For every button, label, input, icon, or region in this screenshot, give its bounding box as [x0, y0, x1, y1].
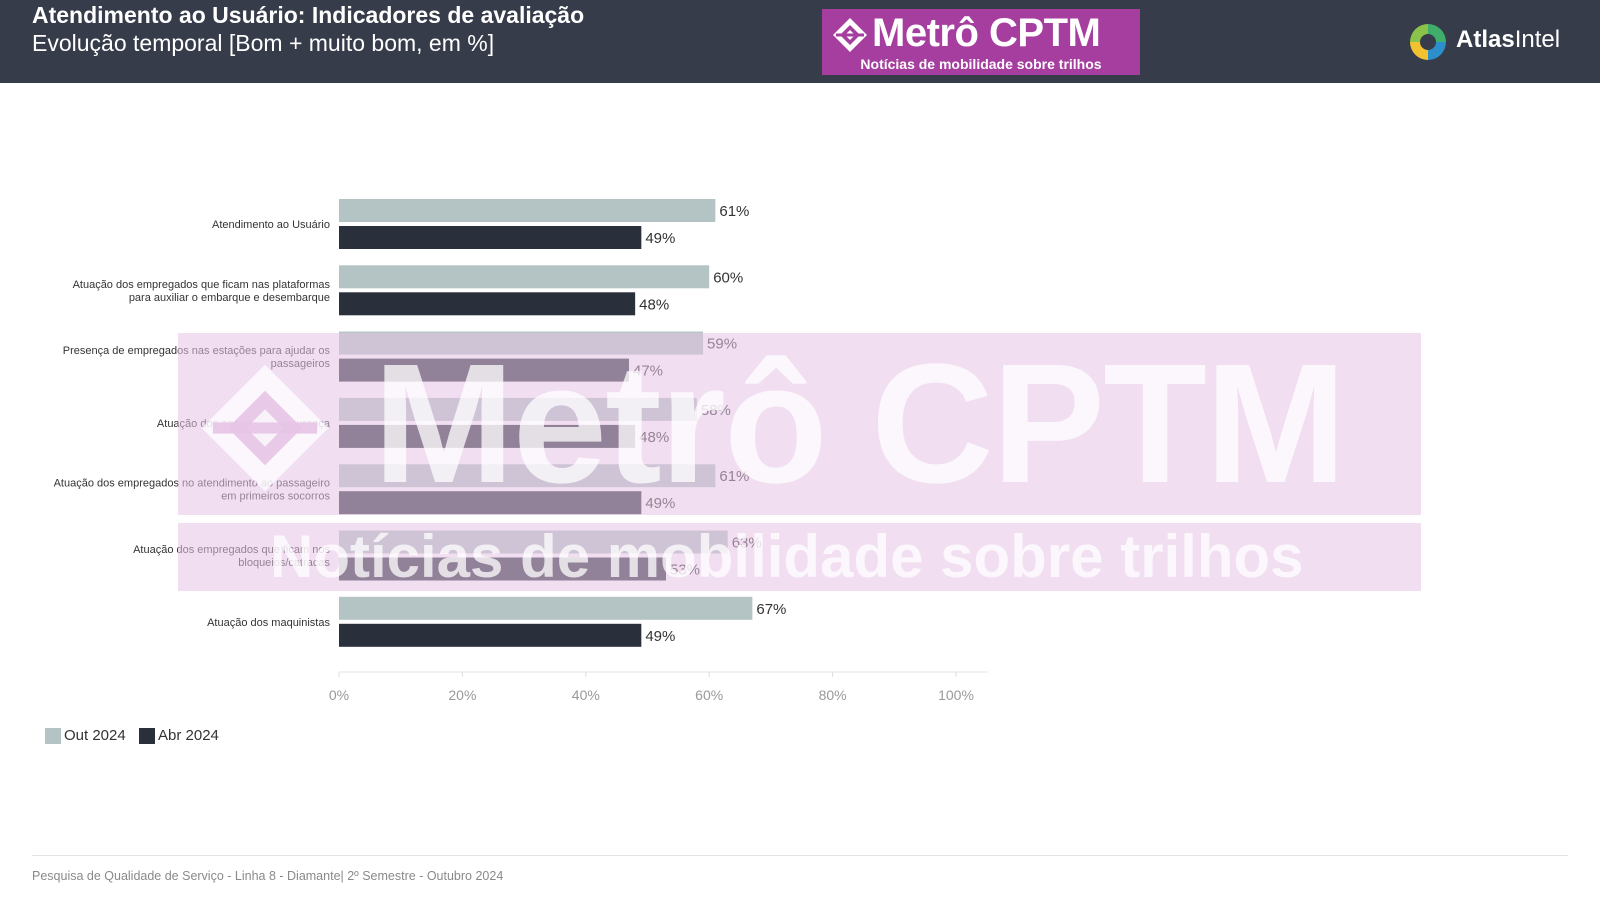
x-tick-label: 0%: [329, 687, 349, 703]
legend-label-abr-2024: Abr 2024: [158, 727, 219, 744]
data-label: 59%: [707, 336, 737, 353]
atlas-wordmark: AtlasIntel: [1456, 26, 1560, 54]
data-label: 60%: [713, 269, 743, 286]
bar-out-2024: [339, 464, 716, 488]
footer-note: Pesquisa de Qualidade de Serviço - Linha…: [32, 869, 504, 883]
data-label: 49%: [645, 628, 675, 645]
x-tick-label: 40%: [572, 687, 600, 703]
legend-swatch-out-2024: [45, 728, 61, 744]
category-label: Atuação dos empregados que ficam nos: [133, 544, 330, 556]
category-label: Atuação dos empregados que ficam nas pla…: [73, 279, 331, 291]
diamond-logo-icon: [833, 18, 867, 52]
atlas-wordmark-bold: Atlas: [1456, 26, 1515, 53]
x-tick-label: 100%: [938, 687, 974, 703]
atlas-wordmark-regular: Intel: [1514, 26, 1561, 53]
footer-divider: [32, 855, 1568, 856]
category-label: Atuação dos agentes de segurança: [157, 418, 331, 430]
x-tick-label: 20%: [448, 687, 476, 703]
page-title: Atendimento ao Usuário: Indicadores de a…: [32, 2, 585, 28]
bar-abr-2024: [339, 623, 642, 647]
x-tick-label: 60%: [695, 687, 723, 703]
bar-abr-2024: [339, 226, 642, 249]
bar-abr-2024: [339, 358, 629, 382]
logo-tagline: Notícias de mobilidade sobre trilhos: [860, 56, 1102, 72]
bar-out-2024: [339, 265, 710, 289]
metro-cptm-logo: Metrô CPTM Notícias de mobilidade sobre …: [822, 9, 1140, 75]
category-label: em primeiros socorros: [221, 491, 330, 503]
legend-swatch-abr-2024: [139, 728, 155, 744]
data-label: 58%: [701, 402, 731, 419]
header-bar: Atendimento ao Usuário: Indicadores de a…: [0, 0, 1600, 83]
bar-abr-2024: [339, 557, 667, 581]
data-label: 61%: [719, 468, 749, 485]
data-label: 48%: [639, 429, 669, 446]
category-label: Atuação dos maquinistas: [207, 617, 330, 629]
data-label: 47%: [633, 363, 663, 380]
bar-abr-2024: [339, 292, 636, 316]
x-tick-label: 80%: [819, 687, 847, 703]
bar-out-2024: [339, 331, 704, 355]
data-label: 53%: [670, 562, 700, 579]
bar-abr-2024: [339, 491, 642, 515]
legend-label-out-2024: Out 2024: [64, 727, 126, 744]
bar-out-2024: [339, 530, 728, 554]
category-label: Presença de empregados nas estações para…: [63, 345, 331, 357]
category-label: passageiros: [271, 358, 331, 370]
data-label: 67%: [756, 601, 786, 618]
category-label: para auxiliar o embarque e desembarque: [129, 292, 330, 304]
data-label: 63%: [732, 535, 762, 552]
data-label: 48%: [639, 296, 669, 313]
bar-out-2024: [339, 199, 716, 222]
category-label: bloqueios/catracas: [238, 557, 330, 569]
atlas-ring-icon: [1410, 24, 1446, 60]
bar-abr-2024: [339, 424, 636, 448]
data-label: 49%: [645, 495, 675, 512]
bar-chart: 61% 49% Atendimento ao Usuário 60% 48% Atuaçã…: [54, 199, 988, 703]
logo-text: Metrô CPTM: [872, 11, 1101, 55]
page-subtitle: Evolução temporal [Bom + muito bom, em %…: [32, 30, 495, 56]
bar-out-2024: [339, 596, 753, 620]
data-label: 61%: [719, 203, 749, 220]
bar-out-2024: [339, 397, 697, 421]
category-label: Atuação dos empregados no atendimento ao…: [54, 478, 330, 490]
category-label: Atendimento ao Usuário: [212, 219, 330, 231]
data-label: 49%: [645, 230, 675, 247]
